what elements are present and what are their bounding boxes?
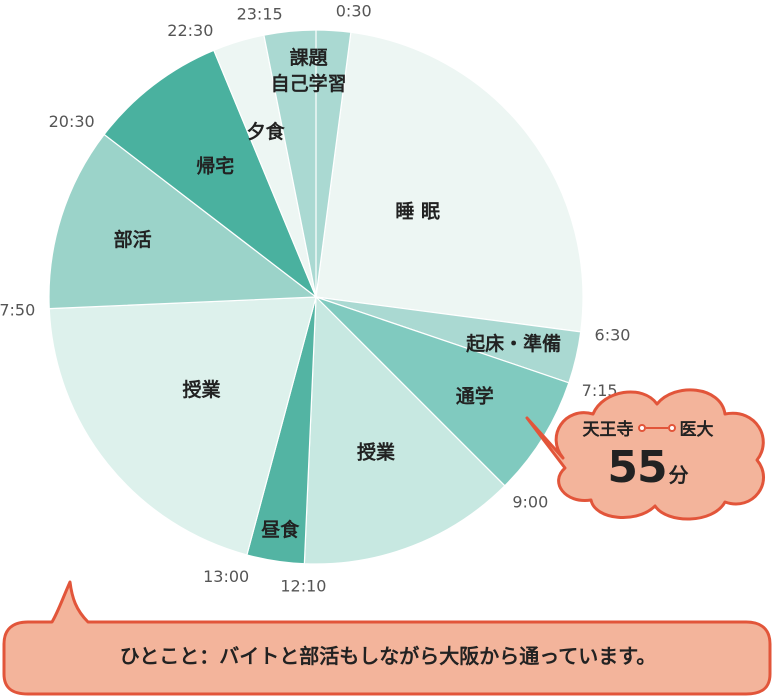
pie-slice xyxy=(48,296,317,556)
time-tick-label: 23:15 xyxy=(237,5,283,24)
comment-shape xyxy=(2,580,772,696)
activity-label: 帰宅 xyxy=(196,155,234,178)
time-tick-label: 17:50 xyxy=(0,301,35,320)
commute-from: 天王寺 xyxy=(582,420,634,440)
time-tick-labels: 0:30 6:30 7:15 9:00 12:10 13:00 17:50 20:30 22:3… xyxy=(0,1,630,595)
pie-slice xyxy=(48,133,318,310)
activity-label: 授業 xyxy=(357,440,396,463)
time-tick-label: 13:00 xyxy=(203,567,249,586)
activity-label: 睡 眠 xyxy=(395,201,440,223)
pie-slice xyxy=(303,295,506,565)
comment-bubble xyxy=(2,580,772,696)
time-tick-label: 7:15 xyxy=(582,381,618,400)
commute-duration: 55 分 xyxy=(548,442,748,493)
commute-to: 医大 xyxy=(679,420,714,440)
activity-label: 課題自己学習 xyxy=(271,46,347,95)
time-tick-label: 0:30 xyxy=(336,1,372,20)
commute-route: 天王寺 医大 xyxy=(548,415,748,440)
commute-duration-value: 55 xyxy=(607,442,667,493)
commute-bubble xyxy=(525,388,765,521)
activity-label: 昼食 xyxy=(261,518,300,541)
time-tick-label: 12:10 xyxy=(280,577,326,596)
activity-label: 起床・準備 xyxy=(465,332,561,355)
time-tick-label: 20:30 xyxy=(49,112,95,131)
pie-slice xyxy=(315,31,584,333)
cloud-shape xyxy=(525,388,765,521)
time-tick-label: 6:30 xyxy=(595,326,631,345)
pie-slice xyxy=(263,29,352,298)
comment-text: ひとこと：バイトと部活もしながら大阪から通っています。 xyxy=(119,644,657,668)
time-tick-label: 22:30 xyxy=(167,21,213,40)
commute-info: 天王寺 医大 55 分 xyxy=(548,415,748,493)
activity-label: 夕食 xyxy=(247,120,286,143)
pie-slice xyxy=(103,49,318,299)
time-tick-label: 9:00 xyxy=(512,492,548,511)
route-line-icon xyxy=(637,423,676,432)
activity-label: 授業 xyxy=(182,378,221,401)
activity-label: 部活 xyxy=(114,228,152,251)
commute-duration-unit: 分 xyxy=(668,463,689,487)
activity-label: 通学 xyxy=(456,385,494,408)
pie-slices xyxy=(48,29,584,565)
